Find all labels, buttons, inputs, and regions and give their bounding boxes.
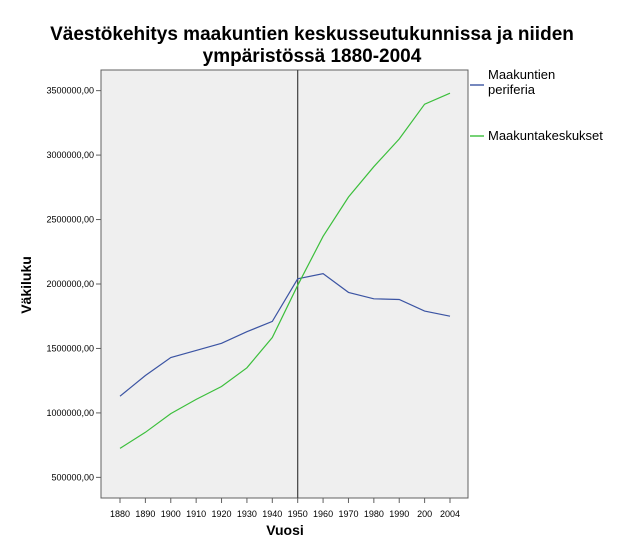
- x-tick-label: 1970: [338, 509, 358, 519]
- y-tick-label: 3000000,00: [46, 150, 94, 160]
- x-tick-label: 1920: [212, 509, 232, 519]
- y-tick-label: 1000000,00: [46, 408, 94, 418]
- legend-label-1: Maakuntakeskukset: [488, 128, 603, 143]
- x-tick-label: 200: [417, 509, 432, 519]
- y-tick-label: 2000000,00: [46, 279, 94, 289]
- y-axis: 500000,00 1000000,00 1500000,00 2000000,00 2…: [46, 86, 101, 482]
- x-tick-label: 1960: [313, 509, 333, 519]
- y-tick-label: 3500000,00: [46, 86, 94, 96]
- plot-area: [100, 69, 469, 499]
- series-line-0: [119, 273, 451, 397]
- x-axis: 1880 1890 1900 1910 1920 1930 1940 1950 1960 1970…: [110, 498, 460, 519]
- series-layer: [119, 70, 451, 498]
- y-tick-label: 2500000,00: [46, 215, 94, 225]
- x-tick-label: 1980: [364, 509, 384, 519]
- y-tick-label: 1500000,00: [46, 343, 94, 353]
- legend-label-0: Maakuntien: [488, 67, 555, 82]
- legend-label-0: periferia: [488, 82, 536, 97]
- x-tick-label: 1910: [186, 509, 206, 519]
- series-line-1: [119, 92, 451, 449]
- chart-title-line-1: Väestökehitys maakuntien keskusseutukunn…: [50, 24, 574, 45]
- x-tick-label: 1940: [262, 509, 282, 519]
- x-tick-label: 1900: [161, 509, 181, 519]
- x-tick-label: 1890: [135, 509, 155, 519]
- x-tick-label: 2004: [440, 509, 460, 519]
- x-tick-label: 1880: [110, 509, 130, 519]
- x-axis-label: Vuosi: [266, 522, 304, 538]
- x-tick-label: 1930: [237, 509, 257, 519]
- y-tick-label: 500000,00: [51, 472, 94, 482]
- x-tick-label: 1950: [288, 509, 308, 519]
- chart-title-line-2: ympäristössä 1880-2004: [203, 46, 422, 67]
- y-axis-label: Väkiluku: [18, 256, 34, 314]
- x-tick-label: 1990: [389, 509, 409, 519]
